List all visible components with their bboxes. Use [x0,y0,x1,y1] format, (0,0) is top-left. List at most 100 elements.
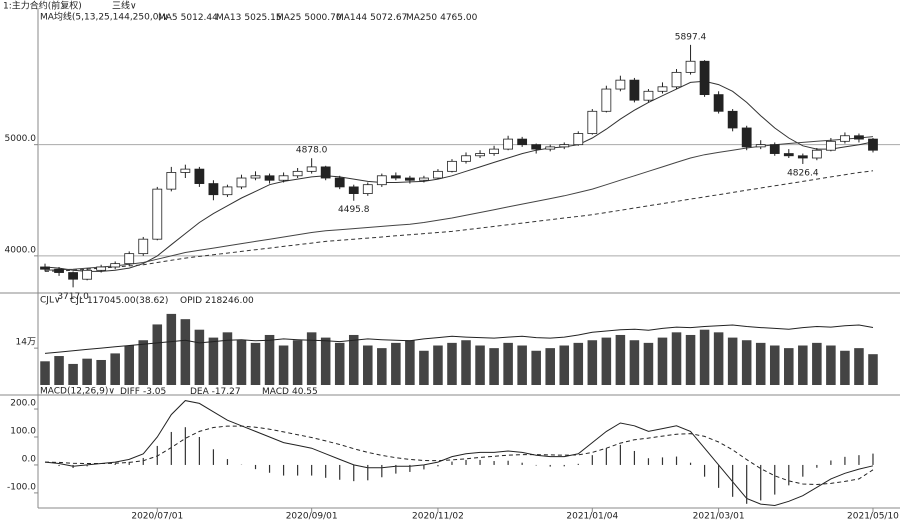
volume-bar [784,348,794,385]
candle-body [40,266,50,270]
candle-body [741,127,752,148]
x-tick-label: 2020/07/01 [131,512,183,521]
legend-name: MACD [262,387,289,397]
candle-body [306,166,317,172]
volume-bar [741,340,752,385]
volume-bar [391,342,401,385]
candle-body [82,269,93,280]
y-tick-label: 0.0 [22,454,37,464]
legend-value: 4765.00 [440,13,477,23]
candle-body [615,79,626,90]
volume-bar [559,345,570,385]
legend-value: -17.27 [212,387,241,397]
candle-body [96,266,107,271]
volume-bar [587,340,598,385]
candle-body [601,88,612,112]
volume-bar [278,345,289,385]
legend-name: MA5 [158,13,178,23]
volume-bar [657,337,668,385]
volume-bar [138,340,149,385]
y-tick-label: 100.0 [10,426,36,436]
candle-body [825,140,836,151]
menu[interactable]: 三线∨ [112,0,137,12]
candle-body [517,138,528,146]
indicator-label: CJL∨ [40,296,61,306]
volume-bar [320,337,331,385]
legend-entry: MA250 4765.00 [406,13,478,23]
volume-bar [222,332,233,385]
volume-bar [377,348,387,385]
x-tick-label: 2020/11/02 [412,512,464,521]
volume-bar [545,348,555,385]
annotation: 4826.4 [787,168,819,178]
candle-body [531,144,542,150]
candle-body [657,86,668,92]
volume-bar [461,340,471,385]
candle-body [166,172,177,190]
candle-body [376,175,387,186]
indicator-label: MA均线(5,13,25,144,250,0)∨ [40,11,169,23]
candle-body [419,177,429,181]
volume-bar [517,345,527,385]
legend-entry: CJL 117045.00(38.62) [70,296,168,306]
volume-bar [713,332,724,385]
legend-value: 5000.70 [304,13,341,23]
volume-bar [292,340,303,385]
legend-value: 218246.00 [205,296,254,306]
line-series [44,136,874,271]
volume-bar [671,332,682,385]
volume-bar [727,337,738,385]
candle-body [124,253,135,265]
volume-bar [643,342,654,385]
legend-name: OPID [180,296,202,306]
candle-body [699,60,710,96]
x-tick-label: 2021/03/01 [693,512,745,521]
legend-entry: DEA -17.27 [190,387,241,397]
legend-value: 5025.15 [244,13,281,23]
volume-bar [152,324,163,385]
volume-bar [54,356,64,385]
legend-name: DIFF [120,387,140,397]
candle-body [208,183,219,196]
y-tick-label: -100.0 [7,482,36,492]
candle-body [236,177,247,188]
candle-body [489,148,499,154]
candle-body [629,79,640,101]
line-series [44,324,874,354]
candle-body [671,71,682,88]
volume-bar [615,334,626,385]
candle-body [727,110,738,129]
candle-body [222,186,233,196]
volume-bar [433,345,443,385]
line-series [44,425,874,486]
annotation: 3717.0 [57,292,89,302]
indicator-label: MACD(12,26,9)∨ [40,387,115,397]
candle-body [292,170,303,177]
candle-body [348,186,359,194]
volume-bar [419,350,429,385]
volume-bar [629,340,640,385]
legend-name: MA250 [406,13,437,23]
candle-body [643,90,654,101]
y-tick-label: 14万 [16,338,36,348]
legend-name: MA144 [336,13,367,23]
candle-body [264,175,275,181]
candle-body [433,170,443,179]
legend-entry: MA5 5012.44 [158,13,218,23]
line-series [44,80,874,272]
candle-body [545,146,556,150]
candle-body [840,135,850,142]
candle-body [110,263,121,268]
candle-body [573,133,584,146]
volume-bar [755,342,766,385]
line-series [44,170,874,272]
candle-body [783,153,794,157]
volume-bar [124,345,134,385]
candle-body [68,272,78,280]
legend-name: DEA [190,387,210,397]
volume-bar [699,329,710,385]
legend-value: 5072.67 [370,13,407,23]
x-tick-label: 2021/05/10 [847,512,899,521]
annotation: 4878.0 [296,146,328,156]
